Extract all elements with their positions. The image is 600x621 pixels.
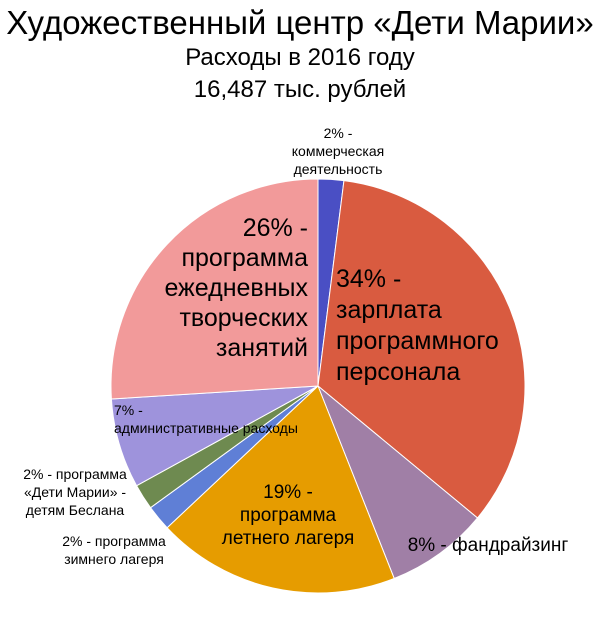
pie-slice-3 (166, 385, 395, 594)
slice-label-line: 26% - (243, 214, 308, 242)
slice-label-line: зимнего лагеря (64, 551, 164, 567)
slice-label-line: программа (181, 244, 308, 272)
slice-label-0: 2% - коммерческая деятельность (292, 125, 384, 177)
slice-label-line: детям Беслана (26, 502, 125, 518)
chart-title: Художественный центр «Дети Марии» (6, 4, 594, 41)
slice-label-line: 19% - (263, 482, 313, 503)
slice-label-line: 2% - программа (23, 466, 127, 482)
slice-label-2: 8% - фандрайзинг (408, 535, 569, 556)
slice-label-line: ежедневных (164, 274, 308, 302)
slice-label-line: программного (336, 327, 499, 355)
slice-label-line: коммерческая (292, 143, 384, 159)
pie-slice-1 (317, 180, 526, 519)
slice-label-1: 34% - зарплата программного персонала (336, 265, 499, 386)
slice-label-3: 19% -программа летнего лагеря (222, 482, 355, 549)
slice-label-line: персонала (336, 358, 460, 386)
slice-label-line: зарплата (336, 296, 442, 324)
slice-label-line: 34% - (336, 265, 401, 293)
slice-label-7: 26% -программа ежедневных творческих заняти… (164, 214, 308, 362)
slice-label-line: 2% - программа (62, 533, 166, 549)
pie-slices (110, 178, 526, 594)
chart-total: 16,487 тыс. рублей (193, 76, 407, 103)
slice-label-line: административные расходы (114, 420, 298, 436)
pie-slice-2 (317, 385, 479, 580)
slice-label-line: творческих (179, 304, 308, 332)
slice-label-line: летнего лагеря (222, 528, 355, 549)
slice-label-line: 2% - (324, 125, 353, 141)
slice-label-line: деятельность (294, 161, 383, 177)
slice-label-line: 8% - фандрайзинг (408, 535, 569, 556)
slice-label-line: занятий (216, 334, 308, 362)
slice-label-6: 7% - административные расходы (114, 402, 298, 436)
slice-label-4: 2% - программа зимнего лагеря (62, 533, 166, 567)
slice-label-line: программа (240, 505, 337, 526)
chart-subtitle: Расходы в 2016 году (185, 44, 415, 71)
slice-label-line: 7% - (114, 402, 143, 418)
slice-label-line: «Дети Марии» - (24, 484, 126, 500)
slice-labels: 2% - коммерческая деятельность 34% - зарплат… (23, 125, 568, 567)
slice-label-5: 2% - программа «Дети Марии» - детям Беслан… (23, 466, 127, 518)
pie-slice-7 (110, 178, 319, 400)
